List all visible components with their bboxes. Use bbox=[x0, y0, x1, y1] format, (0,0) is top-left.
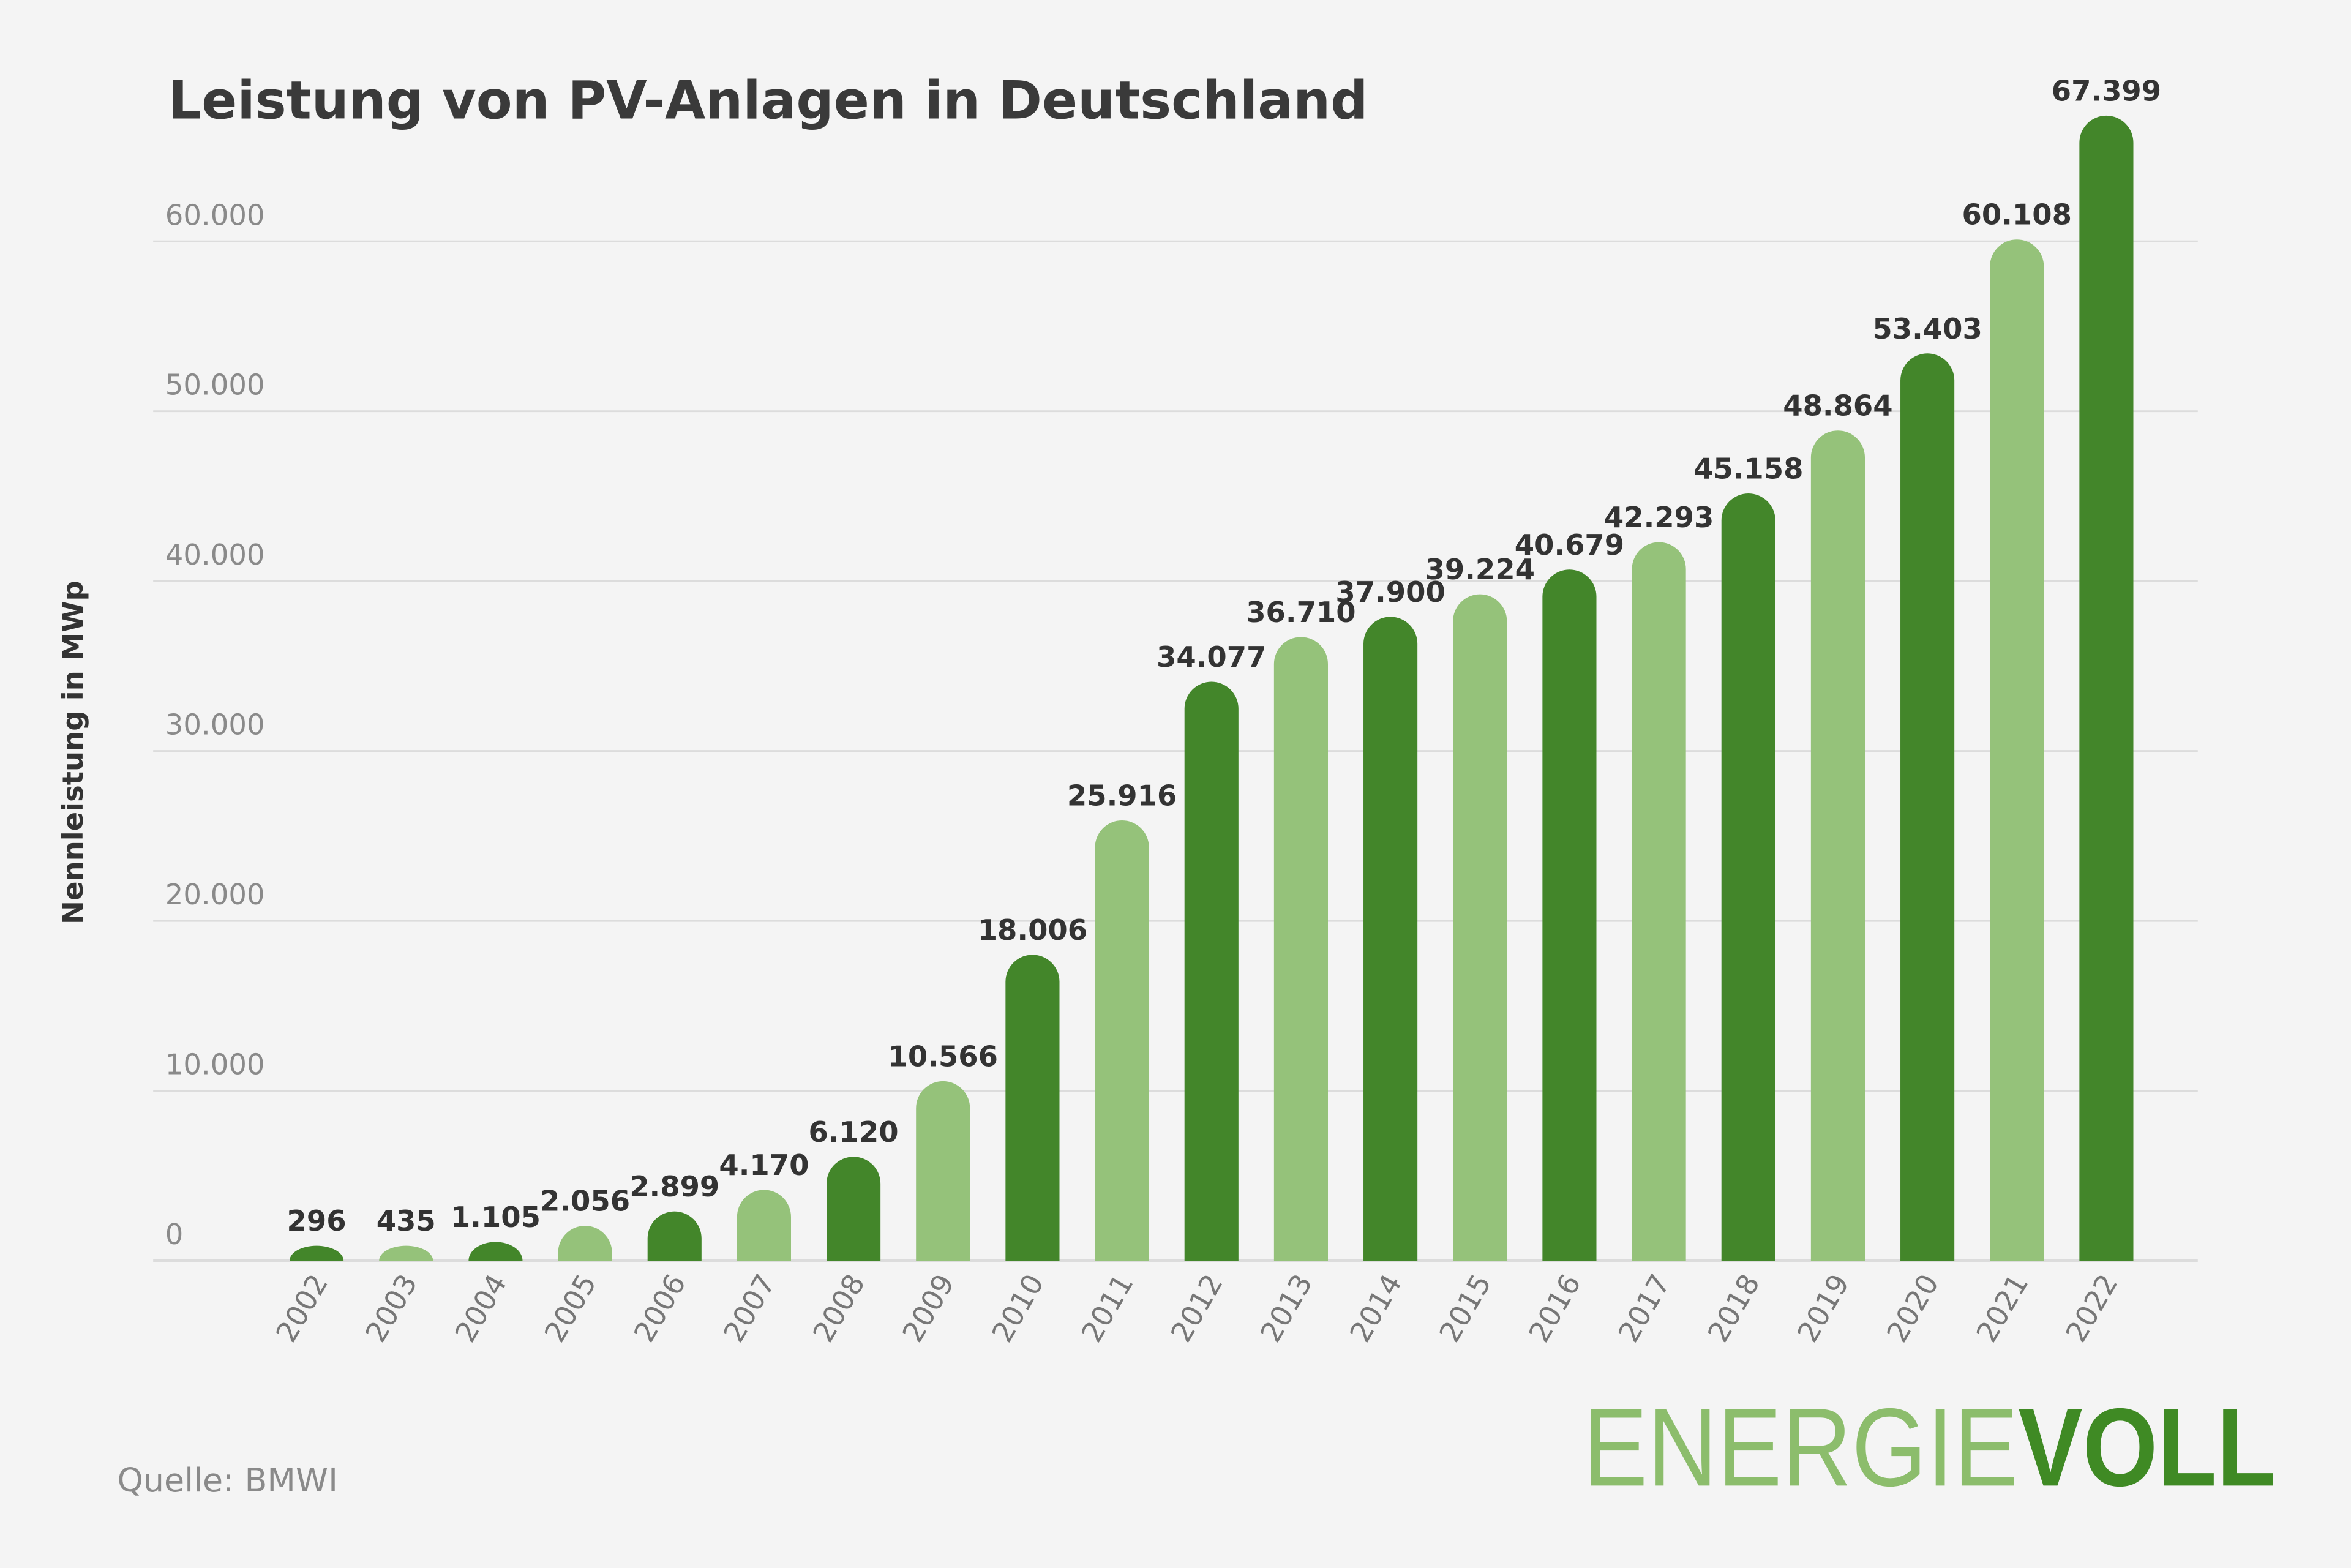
bar bbox=[558, 1226, 612, 1261]
x-tick-label: 2007 bbox=[717, 1269, 782, 1348]
value-label: 42.293 bbox=[1604, 501, 1714, 534]
x-tick-label: 2019 bbox=[1791, 1269, 1856, 1348]
value-label: 34.077 bbox=[1157, 640, 1266, 673]
logo-part2: VOLL bbox=[2018, 1386, 2276, 1509]
x-tick-label: 2003 bbox=[359, 1269, 424, 1348]
value-label: 6.120 bbox=[809, 1116, 899, 1149]
x-tick-label: 2014 bbox=[1343, 1269, 1408, 1348]
bar bbox=[1542, 569, 1597, 1261]
y-tick-label: 10.000 bbox=[165, 1048, 265, 1081]
source-note: Quelle: BMWI bbox=[117, 1461, 338, 1499]
x-tick-label: 2016 bbox=[1523, 1269, 1588, 1348]
bar bbox=[1363, 617, 1418, 1261]
y-tick-label: 20.000 bbox=[165, 878, 265, 911]
y-tick-label: 40.000 bbox=[165, 538, 265, 571]
value-label: 48.864 bbox=[1783, 389, 1892, 422]
bar bbox=[1900, 353, 1955, 1261]
value-label: 45.158 bbox=[1693, 452, 1803, 486]
bar bbox=[468, 1242, 523, 1261]
value-label: 37.900 bbox=[1335, 576, 1445, 609]
value-label: 36.710 bbox=[1246, 596, 1355, 629]
x-tick-label: 2010 bbox=[986, 1269, 1051, 1348]
x-tick-label: 2015 bbox=[1433, 1269, 1498, 1348]
bar bbox=[1990, 239, 2044, 1261]
value-label: 53.403 bbox=[1872, 312, 1982, 345]
logo-part1: ENERGIE bbox=[1583, 1386, 2018, 1509]
value-label: 296 bbox=[287, 1204, 347, 1237]
x-tick-label: 2020 bbox=[1880, 1269, 1945, 1348]
bar bbox=[379, 1245, 433, 1261]
x-tick-label: 2005 bbox=[538, 1269, 603, 1348]
y-axis-label: Nennleistung in MWp bbox=[56, 580, 89, 925]
x-tick-label: 2004 bbox=[449, 1269, 514, 1348]
y-ticks: 0 10.000 20.000 30.000 40.000 50.000 60.000 bbox=[165, 198, 265, 1251]
value-label: 2.899 bbox=[629, 1170, 719, 1203]
bar bbox=[827, 1157, 881, 1261]
value-label: 67.399 bbox=[2052, 74, 2161, 107]
x-tick-label: 2006 bbox=[628, 1269, 692, 1348]
bar bbox=[737, 1190, 791, 1261]
value-label: 10.566 bbox=[888, 1040, 998, 1073]
bar bbox=[2079, 115, 2134, 1261]
bars bbox=[290, 115, 2134, 1261]
bar bbox=[1810, 430, 1865, 1261]
chart-title: Leistung von PV-Anlagen in Deutschland bbox=[168, 70, 1368, 131]
bar bbox=[1273, 637, 1328, 1261]
value-label: 18.006 bbox=[978, 913, 1087, 947]
bar bbox=[1005, 955, 1060, 1261]
bar bbox=[1453, 594, 1507, 1261]
y-tick-label: 0 bbox=[165, 1218, 184, 1251]
value-label: 435 bbox=[377, 1204, 436, 1237]
value-label: 2.056 bbox=[540, 1185, 630, 1218]
x-tick-label: 2017 bbox=[1612, 1269, 1677, 1348]
bar bbox=[1721, 493, 1775, 1261]
bar bbox=[1632, 542, 1686, 1261]
y-tick-label: 60.000 bbox=[165, 198, 265, 231]
x-tick-label: 2021 bbox=[1970, 1269, 2034, 1348]
y-tick-label: 50.000 bbox=[165, 369, 265, 402]
x-tick-label: 2018 bbox=[1701, 1269, 1766, 1348]
x-tick-label: 2012 bbox=[1164, 1269, 1229, 1348]
bar bbox=[916, 1081, 970, 1261]
bar bbox=[1184, 681, 1239, 1261]
x-tick-label: 2002 bbox=[269, 1269, 334, 1348]
x-tick-label: 2008 bbox=[806, 1269, 871, 1348]
x-tick-label: 2009 bbox=[896, 1269, 961, 1348]
bar bbox=[290, 1245, 344, 1261]
x-tick-label: 2022 bbox=[2060, 1269, 2124, 1348]
value-label: 60.108 bbox=[1962, 198, 2072, 231]
value-label: 1.105 bbox=[451, 1201, 541, 1234]
gridlines bbox=[153, 240, 2198, 1262]
value-label: 25.916 bbox=[1067, 779, 1177, 812]
x-ticks: 2002 2003 2004 2005 2006 2007 2008 2009 2010 2011… bbox=[269, 1269, 2124, 1348]
bar bbox=[1095, 820, 1149, 1261]
value-label: 39.224 bbox=[1425, 553, 1535, 586]
energievoll-logo: ENERGIEVOLL bbox=[1583, 1386, 2276, 1509]
value-label: 4.170 bbox=[719, 1149, 809, 1182]
x-tick-label: 2011 bbox=[1075, 1269, 1140, 1348]
svg-text:ENERGIEVOLL: ENERGIEVOLL bbox=[1583, 1386, 2276, 1509]
value-label: 40.679 bbox=[1515, 528, 1624, 561]
y-tick-label: 30.000 bbox=[165, 708, 265, 741]
bar bbox=[647, 1211, 702, 1261]
x-tick-label: 2013 bbox=[1254, 1269, 1319, 1348]
